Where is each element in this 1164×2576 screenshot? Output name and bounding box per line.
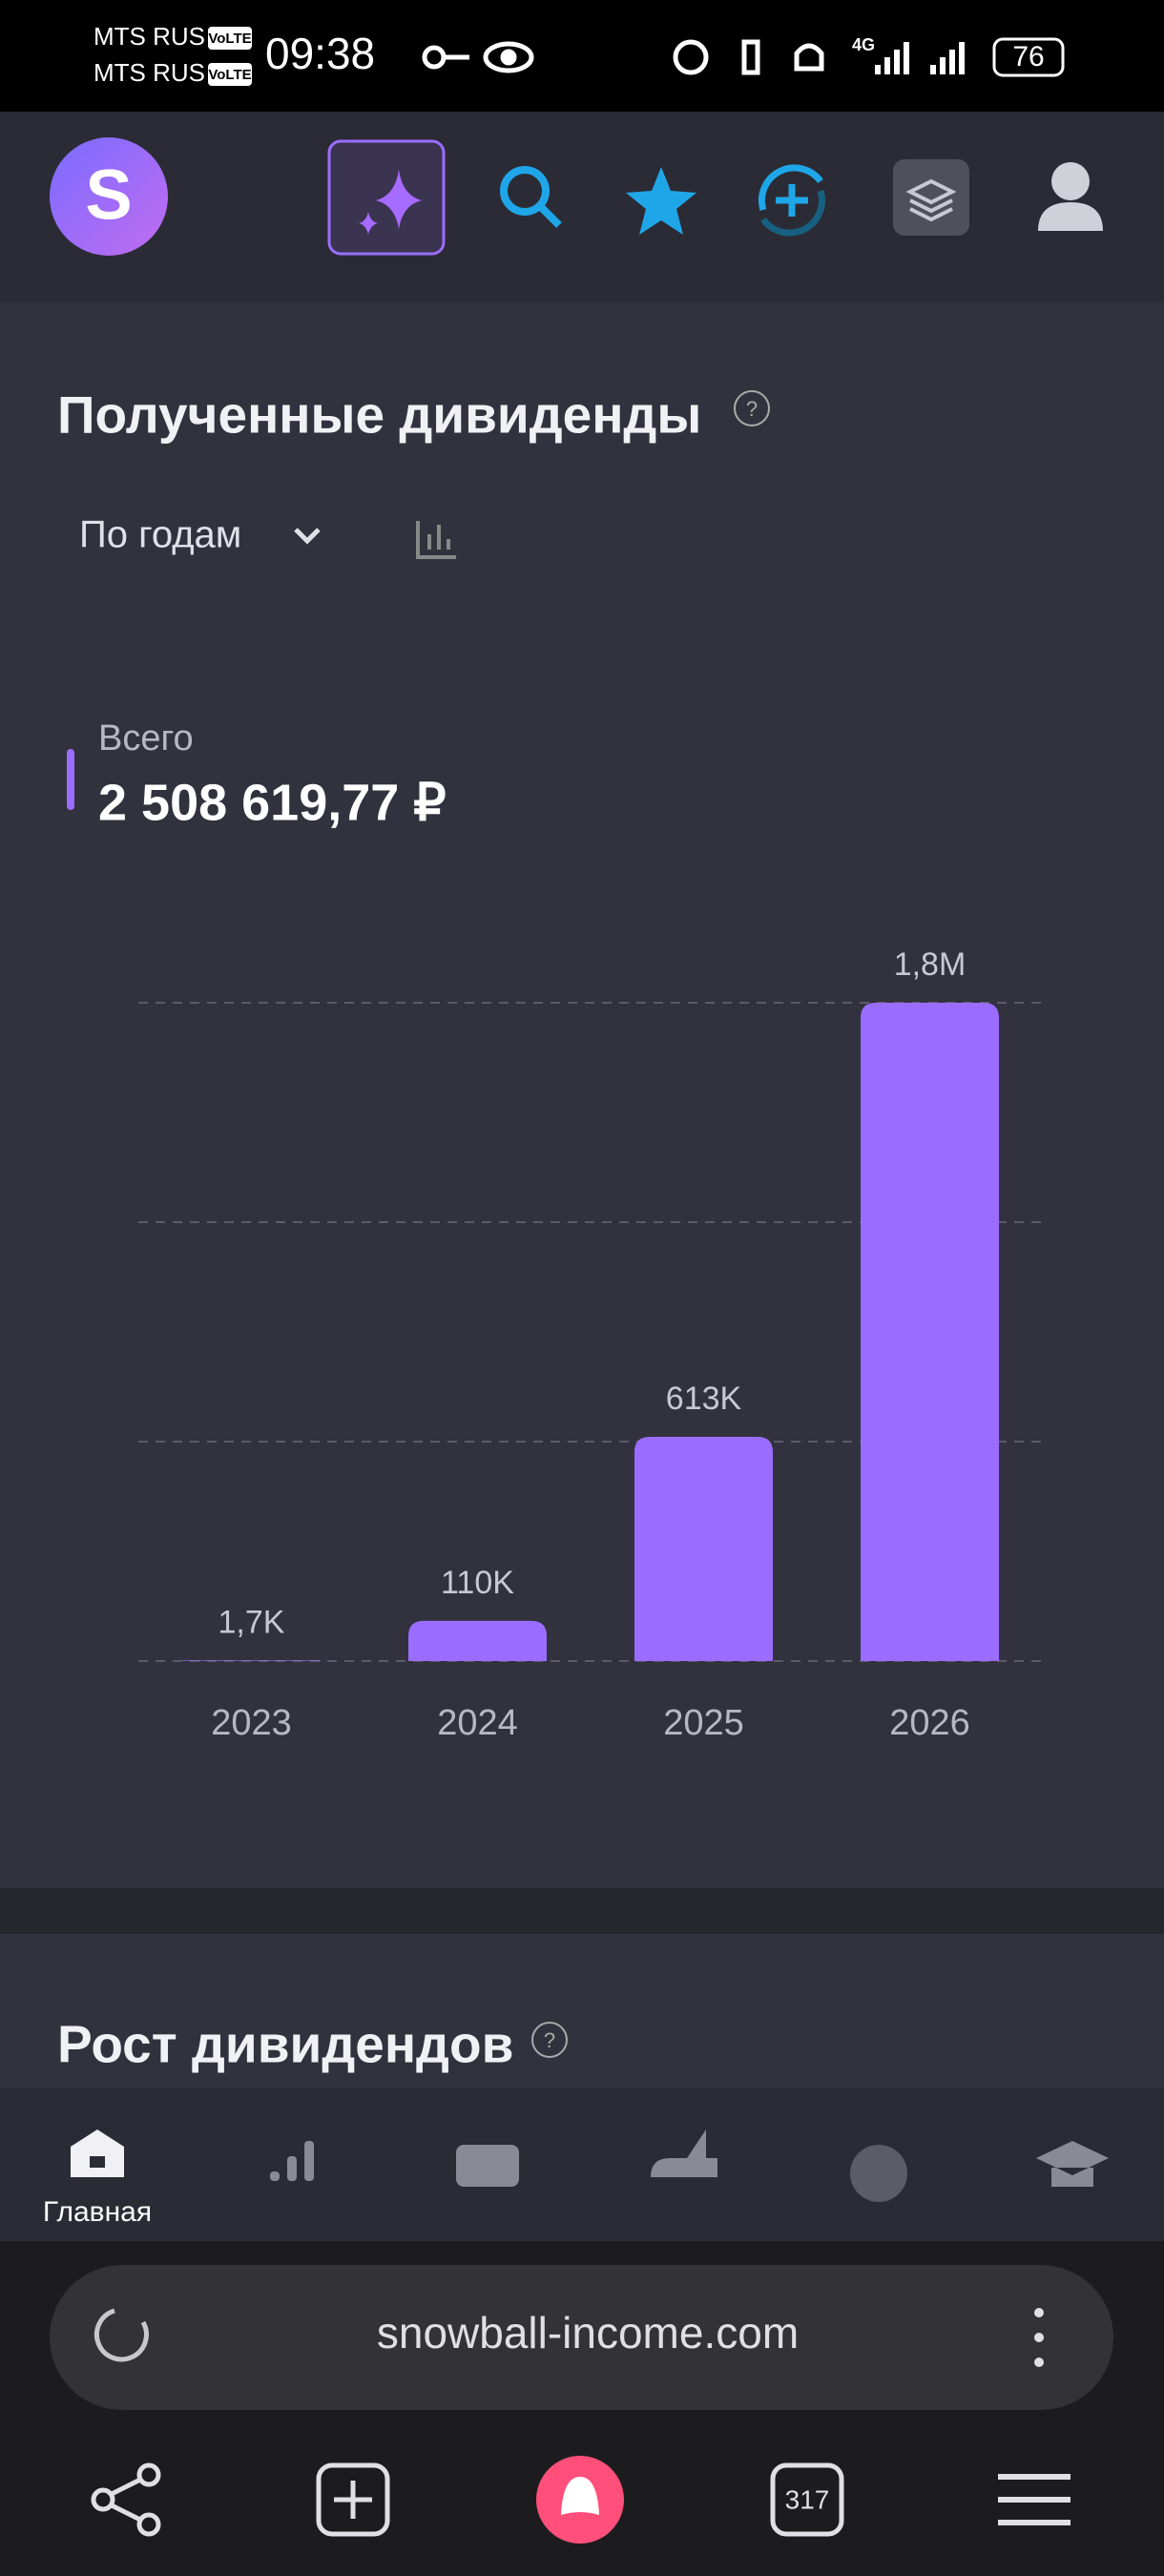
logo-letter: S — [85, 156, 132, 235]
section-title: Рост дивидендов — [57, 2015, 513, 2074]
volte: VoLTE — [208, 67, 251, 83]
status-bar — [0, 0, 1164, 112]
new-tab-button[interactable] — [316, 2462, 390, 2537]
period-selector[interactable]: По годам — [79, 514, 241, 556]
layers-icon — [905, 178, 957, 222]
profile-button[interactable] — [1038, 162, 1103, 231]
battery-level: 76 — [1012, 41, 1044, 73]
help-mark: ? — [544, 2028, 555, 2052]
x-tick-label: 2023 — [211, 1703, 292, 1743]
tab-count: 317 — [785, 2484, 830, 2514]
help-mark: ? — [746, 397, 758, 421]
separator — [0, 1888, 1164, 1934]
value-label: 1,8M — [894, 946, 967, 983]
tab-label: Главная — [43, 2196, 152, 2228]
x-tick-label: 2026 — [889, 1703, 970, 1743]
bottom-nav — [0, 2088, 1164, 2241]
value-label: 613K — [666, 1381, 742, 1417]
status-icons — [422, 39, 824, 75]
reload-button[interactable] — [94, 2308, 149, 2362]
world-tab[interactable] — [850, 2145, 907, 2202]
growth-card — [0, 1934, 1164, 2088]
bar — [182, 1660, 321, 1661]
menu-button[interactable] — [1034, 2308, 1044, 2367]
browser-menu[interactable] — [998, 2474, 1070, 2525]
portfolio-tab[interactable] — [456, 2145, 519, 2187]
favorites-button[interactable] — [626, 167, 696, 235]
help-icon[interactable] — [734, 390, 770, 426]
clock: 09:38 — [265, 29, 375, 78]
battery — [992, 37, 1065, 77]
x-tick-label: 2024 — [437, 1703, 518, 1743]
tools-tab[interactable] — [651, 2129, 717, 2177]
layers-button[interactable] — [893, 159, 969, 236]
network-type: 4G — [852, 35, 875, 54]
plot: 1,7K 2023 110K 2024 613K 2025 1,8M 2026 — [138, 946, 1043, 1743]
home-tab[interactable] — [71, 2129, 124, 2177]
total-value: 2 508 619,77 ₽ — [98, 774, 447, 831]
value-label: 110K — [441, 1565, 514, 1601]
analytics-tab[interactable] — [270, 2141, 314, 2181]
x-tick-label: 2025 — [663, 1703, 744, 1743]
bar — [634, 1437, 773, 1661]
volte-badge — [208, 27, 252, 50]
sparkle-icon — [359, 170, 422, 235]
logo[interactable] — [50, 137, 168, 256]
chart-title: Полученные дивиденды — [57, 385, 701, 445]
learn-tab[interactable] — [1036, 2141, 1109, 2187]
assistant-icon — [561, 2477, 599, 2515]
volte: VoLTE — [208, 31, 251, 47]
dropdown-arrow — [294, 528, 321, 545]
bar — [408, 1620, 547, 1661]
tabs-button[interactable] — [770, 2462, 844, 2537]
value-label: 1,7K — [218, 1604, 285, 1640]
carrier: MTS RUS — [94, 22, 205, 51]
home-door — [90, 2156, 105, 2168]
search-button[interactable] — [500, 166, 562, 228]
legend-swatch — [67, 749, 74, 810]
legend-label: Всего — [98, 718, 194, 758]
url: snowball-income.com — [377, 2308, 799, 2358]
carrier: MTS RUS — [94, 58, 205, 87]
signal-icons — [875, 42, 965, 74]
share-button[interactable] — [91, 2462, 161, 2537]
volte-badge — [208, 63, 252, 86]
help-icon[interactable] — [531, 2022, 568, 2058]
app-header — [0, 112, 1164, 302]
address-bar[interactable] — [50, 2265, 1113, 2410]
chart-type-button[interactable] — [416, 521, 456, 559]
sync-button[interactable] — [759, 164, 825, 237]
bar — [861, 1003, 999, 1661]
